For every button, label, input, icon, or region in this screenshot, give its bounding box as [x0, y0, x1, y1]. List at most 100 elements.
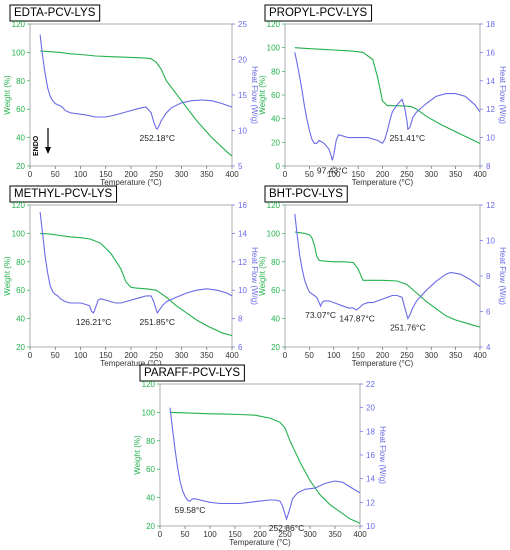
y-tick-label: 80 — [146, 437, 155, 446]
panel-3: METHYL-PCV-LYS 0 50 100 150 200 250 300 350 400 Te… — [3, 185, 259, 368]
y2-tick-label: 10 — [238, 286, 247, 295]
chart-title-box — [9, 4, 101, 22]
chart-title: PARAFF-PCV-LYS — [144, 367, 240, 379]
weight-line — [294, 231, 481, 328]
y2-tick-label: 10 — [366, 522, 375, 531]
x-tick-label: 150 — [351, 170, 365, 179]
peak-annotation: 73.07°C — [305, 310, 336, 320]
x-tick-label: 250 — [400, 351, 414, 360]
x-axis-label: Temperature (°C) — [352, 178, 414, 187]
chart-title: METHYL-PCV-LYS — [14, 188, 113, 200]
heat-flow-line — [39, 212, 233, 315]
y-tick-label: 80 — [271, 67, 280, 76]
y-tick-label: 60 — [271, 91, 280, 100]
y2-tick-label: 6 — [486, 308, 491, 317]
x-tick-label: 100 — [327, 170, 341, 179]
x-tick-label: 200 — [376, 351, 390, 360]
y-tick-label: 120 — [142, 380, 156, 389]
peak-annotation: 126.21°C — [76, 317, 112, 327]
y2-axis-label: Heat Flow (W/g) — [250, 247, 259, 305]
y-tick-label: 40 — [271, 315, 280, 324]
y2-tick-label: 10 — [486, 237, 495, 246]
x-axis-label: Temperature (°C) — [100, 359, 162, 368]
y2-tick-label: 8 — [238, 315, 243, 324]
x-tick-label: 400 — [473, 170, 487, 179]
y2-tick-label: 10 — [486, 134, 495, 143]
y-tick-label: 20 — [271, 138, 280, 147]
y2-tick-label: 8 — [486, 272, 491, 281]
y2-tick-label: 22 — [366, 380, 375, 389]
y-tick-label: 40 — [16, 315, 25, 324]
x-axis-label: Temperature (°C) — [100, 178, 162, 187]
y2-tick-label: 14 — [366, 475, 375, 484]
y-tick-label: 100 — [267, 229, 281, 238]
weight-line — [40, 50, 233, 157]
x-axis-label: Temperature (°C) — [229, 538, 291, 547]
x-tick-label: 350 — [449, 351, 463, 360]
y2-tick-label: 8 — [486, 162, 491, 171]
x-tick-label: 300 — [175, 170, 189, 179]
y-axis-label: Weight (%) — [3, 256, 12, 296]
plot-frame — [29, 204, 233, 348]
x-tick-label: 200 — [253, 530, 267, 539]
x-tick-label: 250 — [150, 170, 164, 179]
y-tick-label: 40 — [16, 134, 25, 143]
x-tick-label: 350 — [200, 351, 214, 360]
y2-tick-label: 20 — [238, 56, 247, 65]
x-tick-label: 250 — [150, 351, 164, 360]
chart-title-box — [139, 364, 245, 382]
x-tick-label: 0 — [283, 351, 288, 360]
x-tick-label: 300 — [425, 351, 439, 360]
y2-axis-label: Heat Flow (W/g) — [498, 66, 507, 124]
x-tick-label: 50 — [305, 170, 314, 179]
chart-title-box — [9, 185, 118, 203]
x-tick-label: 200 — [376, 170, 390, 179]
y-tick-label: 100 — [267, 44, 281, 53]
y2-tick-label: 5 — [238, 162, 243, 171]
y-tick-label: 20 — [16, 343, 25, 352]
y2-tick-label: 12 — [486, 105, 495, 114]
x-tick-label: 100 — [74, 351, 88, 360]
plot-frame — [29, 23, 233, 167]
y2-tick-label: 25 — [238, 20, 247, 29]
heat-flow-line — [294, 52, 481, 161]
y2-tick-label: 18 — [366, 427, 375, 436]
y2-tick-label: 20 — [366, 404, 375, 413]
y-tick-label: 80 — [16, 77, 25, 86]
y-tick-label: 100 — [12, 48, 26, 57]
heat-flow-line — [294, 213, 481, 321]
y2-tick-label: 16 — [486, 48, 495, 57]
y-tick-label: 80 — [271, 258, 280, 267]
y-axis-label: Weight (%) — [3, 75, 12, 115]
y-tick-label: 120 — [12, 20, 26, 29]
x-tick-label: 200 — [124, 170, 138, 179]
y2-tick-label: 12 — [486, 201, 495, 210]
chart-title-box — [264, 185, 348, 203]
y2-axis-label: Heat Flow (W/g) — [378, 426, 387, 484]
y-axis-label: Weight (%) — [133, 435, 142, 475]
x-tick-label: 50 — [51, 170, 60, 179]
y-tick-label: 0 — [276, 162, 281, 171]
y-tick-label: 60 — [16, 286, 25, 295]
plot-frame — [284, 204, 481, 348]
y2-tick-label: 10 — [238, 127, 247, 136]
y2-tick-label: 14 — [486, 77, 495, 86]
chart-title: PROPYL-PCV-LYS — [269, 7, 368, 19]
peak-annotation: 252.86°C — [269, 523, 305, 533]
y-tick-label: 60 — [271, 286, 280, 295]
y2-tick-label: 18 — [486, 20, 495, 29]
panel-1: EDTA-PCV-LYS 0 50 100 150 200 250 300 350 400 Temp… — [3, 4, 259, 187]
y2-tick-label: 15 — [238, 91, 247, 100]
y-tick-label: 120 — [267, 20, 281, 29]
x-tick-label: 0 — [28, 170, 33, 179]
y-axis-label: Weight (%) — [258, 256, 267, 296]
x-tick-label: 150 — [99, 351, 113, 360]
x-tick-label: 300 — [425, 170, 439, 179]
y-axis-label: Weight (%) — [258, 75, 267, 115]
y2-tick-label: 16 — [366, 451, 375, 460]
weight-line — [294, 47, 481, 144]
y2-axis-label: Heat Flow (W/g) — [498, 247, 507, 305]
y2-tick-label: 4 — [486, 343, 491, 352]
